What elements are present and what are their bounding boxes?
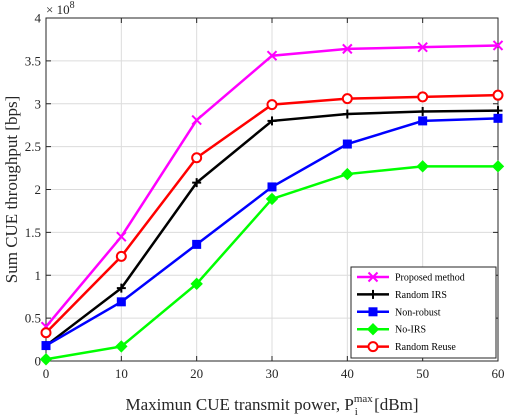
legend-label: Random Reuse — [395, 342, 456, 353]
legend-item: No-IRS — [357, 322, 426, 336]
x-tick-label: 30 — [266, 366, 279, 381]
legend-label: Proposed method — [395, 273, 465, 284]
y-axis-label: Sum CUE throughput [bps] — [2, 96, 21, 283]
data-point — [342, 43, 353, 55]
data-point — [41, 341, 51, 351]
y-tick-label: 0.5 — [25, 311, 41, 326]
y-tick-label: 3 — [35, 96, 42, 111]
data-point — [190, 277, 203, 291]
y-tick-label: 0 — [35, 354, 42, 369]
x-axis-label: Maximun CUE transmit power, Pmax i [dBm] — [126, 393, 419, 418]
legend-marker — [367, 341, 379, 353]
data-point — [341, 93, 353, 105]
legend: Proposed method Random IRS Non-robust No-IR… — [350, 266, 497, 359]
legend-label: Non-robust — [395, 307, 441, 318]
data-point — [491, 160, 505, 173]
data-point — [417, 91, 429, 103]
data-point — [266, 99, 278, 111]
data-point — [492, 40, 504, 51]
data-point — [40, 327, 52, 339]
legend-item: Random Reuse — [357, 341, 456, 353]
legend-label: Random IRS — [395, 290, 447, 301]
legend-marker — [366, 322, 380, 336]
series-random-reuse — [40, 89, 504, 339]
series-non-robust — [41, 113, 503, 351]
legend-marker — [367, 271, 379, 283]
data-point — [191, 152, 203, 164]
data-point — [115, 250, 127, 262]
y-tick-label: 1.5 — [25, 225, 41, 240]
legend-label: No-IRS — [395, 325, 426, 336]
y-axis-multiplier: × 108 — [46, 0, 75, 17]
y-tick-label: 2 — [35, 182, 42, 197]
y-tick-label: 4 — [35, 11, 42, 26]
axes: 0 10 20 30 40 50 60 0 0.5 1 1.5 2 2.5 3 3.5 4 — [25, 11, 505, 382]
data-point — [191, 114, 202, 126]
y-tick-label: 1 — [35, 268, 42, 283]
y-tick-label: 2.5 — [25, 139, 41, 154]
data-point — [492, 89, 504, 101]
legend-item: Random IRS — [357, 289, 447, 301]
x-tick-label: 0 — [43, 366, 50, 381]
series-proposed-method — [40, 40, 504, 332]
data-point — [192, 239, 202, 249]
data-point — [493, 113, 503, 123]
data-point — [115, 340, 128, 353]
data-point — [341, 167, 354, 181]
legend-item: Non-robust — [357, 307, 441, 318]
data-point — [116, 297, 126, 307]
data-point — [116, 231, 127, 242]
x-tick-label: 40 — [341, 366, 354, 381]
data-point — [39, 353, 53, 366]
data-point — [265, 192, 279, 206]
x-tick-label: 60 — [492, 366, 505, 381]
x-tick-label: 20 — [190, 366, 203, 381]
y-tick-label: 3.5 — [25, 53, 41, 68]
data-point — [342, 139, 352, 149]
legend-marker — [368, 307, 378, 317]
legend-item: Proposed method — [357, 271, 465, 284]
data-point — [417, 41, 428, 53]
data-point — [266, 50, 278, 61]
series-no-irs — [39, 160, 505, 366]
data-point — [418, 116, 428, 126]
series-layer — [39, 40, 505, 366]
x-tick-label: 50 — [416, 366, 429, 381]
data-point — [267, 182, 277, 192]
data-point — [416, 160, 429, 173]
x-tick-label: 10 — [115, 366, 128, 381]
